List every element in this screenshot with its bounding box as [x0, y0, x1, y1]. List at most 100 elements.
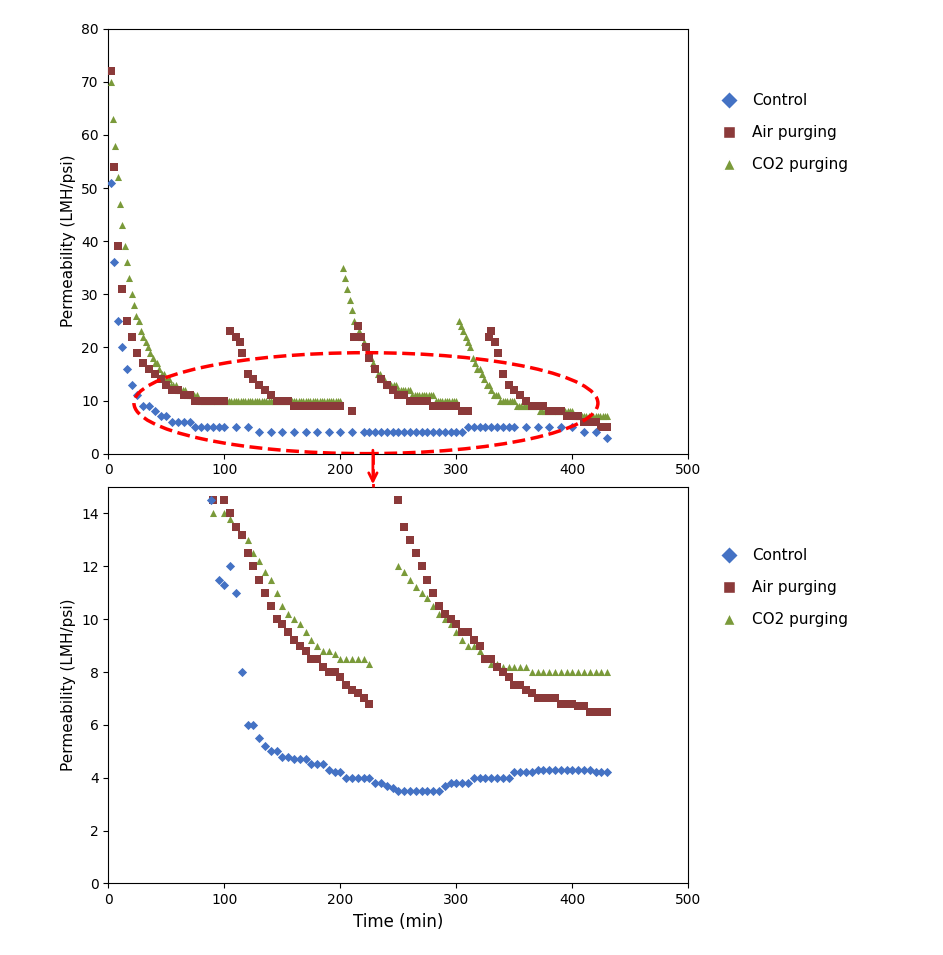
Point: [327, 765, 342, 780]
Point: [507, 393, 522, 408]
Point: [333, 765, 348, 780]
Point: [449, 398, 464, 414]
Point: [362, 656, 377, 671]
Point: [563, 403, 578, 418]
Point: [432, 598, 447, 613]
Point: [231, 393, 246, 408]
Point: [217, 506, 232, 521]
Point: [414, 585, 429, 601]
Point: [350, 651, 365, 667]
Point: [307, 393, 323, 408]
Point: [477, 371, 492, 387]
Point: [273, 393, 288, 408]
Point: [559, 762, 574, 777]
Point: [390, 388, 405, 403]
Point: [217, 493, 232, 508]
Point: [292, 398, 307, 414]
Point: [408, 580, 423, 595]
Point: [304, 651, 319, 667]
Point: [513, 659, 528, 674]
Point: [252, 425, 267, 440]
Point: [438, 398, 453, 414]
Point: [478, 651, 493, 667]
Point: [501, 377, 516, 393]
Point: [298, 425, 313, 440]
Point: [559, 409, 574, 424]
Point: [281, 606, 296, 622]
Point: [303, 393, 318, 408]
Point: [206, 393, 221, 408]
Point: [115, 282, 130, 297]
Point: [363, 350, 378, 366]
Point: [263, 572, 278, 587]
Point: [131, 313, 146, 329]
Point: [576, 414, 591, 430]
Point: [211, 419, 226, 435]
Point: [385, 780, 400, 796]
Point: [565, 409, 580, 424]
Point: [207, 393, 223, 408]
Point: [390, 559, 405, 574]
Point: [387, 377, 402, 393]
Point: [489, 659, 505, 674]
Point: [200, 419, 215, 435]
Point: [519, 419, 534, 435]
Point: [228, 419, 243, 435]
Point: [541, 403, 556, 418]
Point: [486, 388, 501, 403]
Point: [168, 377, 183, 393]
Point: [129, 308, 144, 323]
Point: [420, 572, 435, 587]
Point: [455, 425, 470, 440]
Point: [292, 752, 307, 767]
Point: [145, 350, 160, 366]
Point: [488, 334, 503, 350]
Point: [551, 403, 566, 418]
Point: [368, 425, 383, 440]
Point: [252, 553, 267, 568]
Point: [163, 377, 178, 393]
Point: [484, 656, 499, 671]
Point: [333, 393, 348, 408]
Point: [535, 403, 550, 418]
Point: [368, 361, 383, 376]
Legend: Control, Air purging, CO2 purging: Control, Air purging, CO2 purging: [707, 87, 854, 179]
Point: [271, 393, 286, 408]
Point: [397, 564, 412, 580]
Point: [489, 770, 505, 785]
Point: [193, 393, 208, 408]
Point: [269, 585, 284, 601]
Point: [420, 590, 435, 605]
Point: [242, 393, 257, 408]
Point: [298, 398, 313, 414]
Point: [217, 393, 232, 408]
Point: [425, 388, 440, 403]
Point: [309, 756, 324, 772]
Point: [519, 398, 534, 414]
Point: [158, 377, 174, 393]
Point: [385, 382, 400, 397]
Point: [403, 382, 418, 397]
Point: [425, 783, 440, 798]
Point: [588, 765, 604, 780]
Y-axis label: Permeability (LMH/psi): Permeability (LMH/psi): [60, 599, 75, 772]
Point: [493, 393, 508, 408]
Point: [565, 419, 580, 435]
Point: [217, 577, 232, 592]
Point: [435, 393, 450, 408]
Point: [541, 403, 556, 418]
Point: [539, 403, 554, 418]
Point: [421, 388, 436, 403]
Point: [304, 756, 319, 772]
Point: [226, 393, 241, 408]
Point: [438, 393, 453, 408]
Point: [115, 218, 130, 233]
Point: [339, 282, 355, 297]
Point: [419, 388, 434, 403]
Point: [379, 377, 394, 393]
Point: [282, 393, 297, 408]
Point: [370, 367, 385, 382]
Point: [275, 393, 290, 408]
Point: [358, 340, 373, 355]
Point: [519, 393, 534, 408]
